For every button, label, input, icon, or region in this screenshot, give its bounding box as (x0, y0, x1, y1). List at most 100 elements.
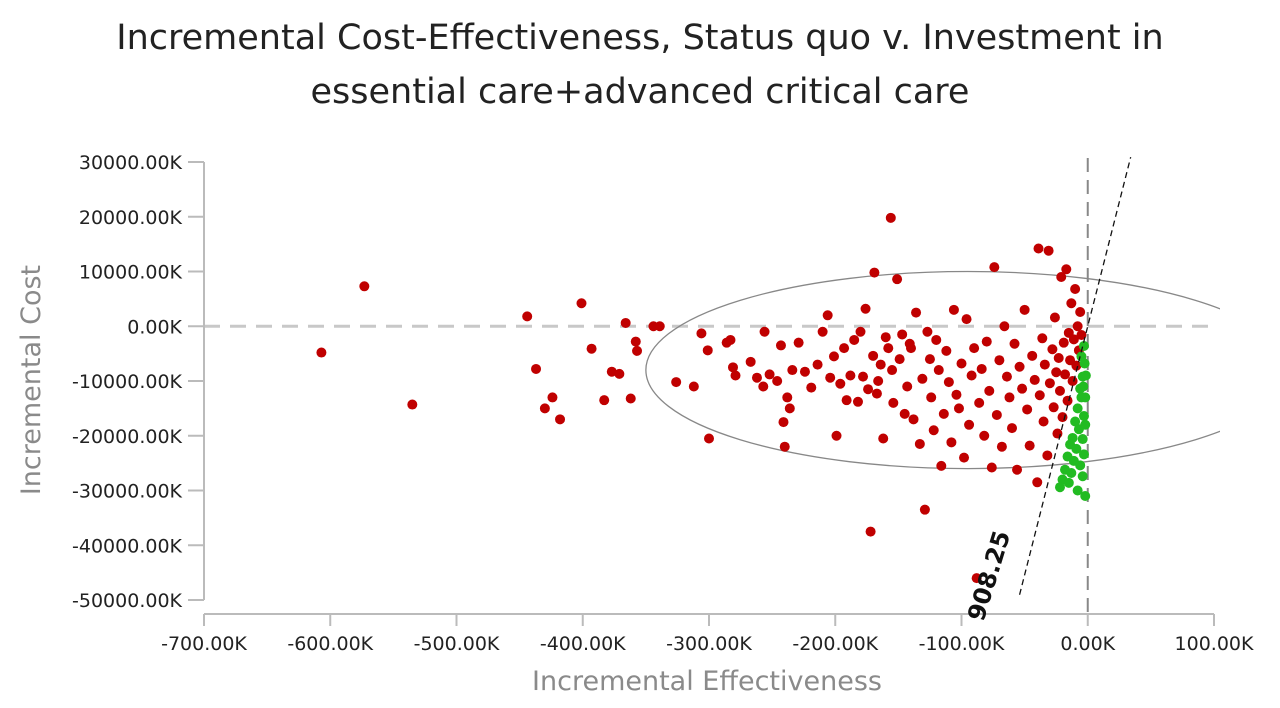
scatter-point-red (1068, 334, 1079, 345)
ellipse-layer (645, 270, 1220, 470)
scatter-point-red (702, 345, 713, 356)
scatter-point-red (922, 326, 933, 337)
scatter-point-red (1027, 350, 1038, 361)
scatter-point-red (725, 334, 736, 345)
scatter-point-red (994, 355, 1005, 366)
scatter-point-red (758, 381, 769, 392)
scatter-point-red (894, 354, 905, 365)
scatter-point-red (1060, 369, 1071, 380)
scatter-point-red (991, 409, 1002, 420)
scatter-point-red (779, 441, 790, 452)
scatter-point-red (892, 274, 903, 285)
scatter-point-red (888, 397, 899, 408)
chart-title: Incremental Cost-Effectiveness, Status q… (116, 18, 1164, 58)
scatter-point-red (751, 372, 762, 383)
scatter-point-red (1044, 378, 1055, 389)
x-tick-label: -100.00K (919, 633, 1005, 655)
scatter-point-red (986, 462, 997, 473)
scatter-point-green (1080, 419, 1091, 430)
scatter-point-red (727, 362, 738, 373)
scatter-point-red (688, 381, 699, 392)
scatter-point-red (1032, 477, 1043, 488)
y-tick-label: -10000.00K (72, 371, 183, 393)
scatter-point-red (1029, 374, 1040, 385)
scatter-point-red (555, 414, 566, 425)
x-tick-label: -600.00K (287, 633, 373, 655)
scatter-point-red (778, 417, 789, 428)
confidence-ellipse (645, 270, 1220, 470)
scatter-point-red (1017, 383, 1028, 394)
scatter-point-red (869, 267, 880, 278)
scatter-point-green (1076, 351, 1087, 362)
scatter-point-red (547, 392, 558, 403)
scatter-point-red (956, 358, 967, 369)
axes-layer: 30000.00K 20000.00K 10000.00K 0.00K -10000.0… (72, 152, 1254, 655)
scatter-point-green (1080, 490, 1091, 501)
scatter-point-red (1049, 312, 1060, 323)
scatter-point-green (1071, 443, 1082, 454)
scatter-point-red (906, 343, 916, 354)
scatter-point-red (1051, 367, 1062, 378)
scatter-point-green (1077, 434, 1088, 445)
scatter-point-red (793, 337, 804, 348)
scatter-point-red (1054, 385, 1065, 396)
scatter-point-green (1078, 411, 1089, 422)
scatter-point-red (539, 403, 550, 414)
scatter-point-red (941, 345, 952, 356)
scatter-point-red (759, 326, 770, 337)
scatter-point-red (522, 311, 533, 322)
scatter-point-red (1061, 264, 1072, 275)
scatter-point-green (1075, 460, 1086, 471)
scatter-point-red (989, 262, 1000, 273)
y-axis-label: Incremental Cost (16, 265, 47, 495)
scatter-point-red (822, 310, 833, 321)
scatter-point-red (933, 365, 944, 376)
scatter-point-red (772, 376, 783, 386)
scatter-point-green (1066, 467, 1077, 478)
scatter-point-red (878, 433, 889, 444)
scatter-point-red (784, 403, 795, 414)
scatter-point-green (1078, 381, 1089, 392)
scatter-point-red (897, 329, 908, 340)
scatter-point-red (831, 430, 842, 441)
scatter-point-red (1042, 450, 1053, 461)
scatter-point-red (1004, 392, 1015, 403)
scatter-point-red (671, 377, 682, 388)
scatter-point-red (1039, 359, 1050, 370)
scatter-point-red (871, 388, 882, 399)
scatter-point-green (1080, 392, 1091, 403)
scatter-point-red (775, 340, 786, 351)
x-tick-label: 0.00K (1060, 633, 1115, 655)
x-tick-label: -300.00K (666, 633, 752, 655)
scatter-point-green (1070, 416, 1081, 427)
scatter-point-red (953, 403, 964, 414)
scatter-point-red (828, 351, 839, 362)
scatter-point-red (873, 376, 884, 386)
scatter-point-red (984, 385, 995, 396)
scatter-point-red (1048, 402, 1059, 413)
scatter-point-red (576, 298, 587, 309)
scatter-point-red (839, 343, 850, 354)
scatter-point-red (981, 336, 992, 347)
scatter-point-red (782, 392, 793, 403)
scatter-point-red (787, 365, 798, 376)
y-tick-label: 30000.00K (79, 152, 183, 174)
scatter-point-red (948, 304, 959, 315)
scatter-point-red (531, 363, 542, 374)
scatter-point-red (745, 356, 756, 367)
scatter-point-red (969, 343, 980, 354)
scatter-point-red (606, 366, 617, 377)
scatter-point-green (1063, 477, 1074, 488)
scatter-point-red (924, 354, 935, 365)
scatter-point-red (885, 212, 896, 223)
scatter-point-red (1038, 416, 1049, 427)
scatter-point-red (806, 382, 817, 393)
scatter-point-red (1067, 376, 1078, 386)
scatter-point-red (1062, 395, 1073, 406)
scatter-point-red (855, 326, 866, 337)
scatter-point-red (654, 321, 665, 332)
scatter-point-red (586, 343, 597, 354)
scatter-point-red (1022, 404, 1033, 415)
scatter-point-red (817, 326, 828, 337)
